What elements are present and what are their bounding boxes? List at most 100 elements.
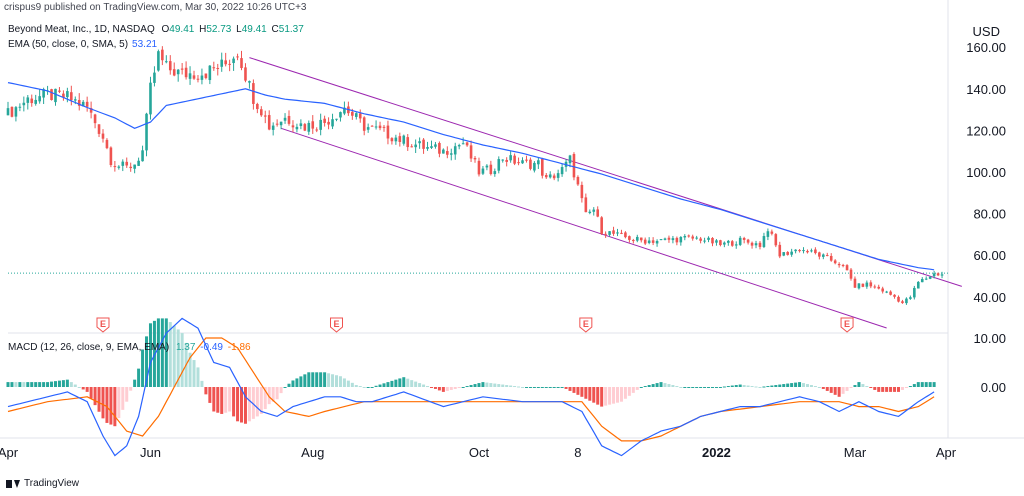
symbol-title: Beyond Meat, Inc., 1D, NASDAQ	[8, 24, 155, 35]
macd-histogram-bar	[73, 384, 77, 387]
macd-histogram-bar	[770, 385, 774, 387]
candle	[418, 141, 421, 144]
candle	[141, 150, 144, 162]
candle	[822, 254, 825, 257]
candle	[699, 238, 702, 241]
macd-histogram-bar	[232, 387, 236, 417]
candle	[137, 160, 140, 166]
time-tick-label: 2022	[702, 445, 731, 460]
macd-histogram	[6, 318, 936, 427]
candle	[936, 273, 940, 276]
candle	[362, 117, 366, 131]
candle	[259, 109, 263, 116]
candle	[38, 96, 41, 102]
candle	[679, 236, 683, 243]
macd-histogram-bar	[362, 387, 366, 388]
candle	[544, 175, 548, 178]
candle	[449, 153, 453, 155]
macd-histogram-bar	[50, 381, 54, 387]
candle	[533, 162, 536, 171]
candle	[703, 240, 706, 242]
candle	[616, 232, 619, 234]
macd-histogram-bar	[627, 387, 631, 396]
candle	[327, 121, 330, 125]
candle	[794, 249, 797, 252]
candle	[707, 237, 710, 240]
publisher-header: crispus9 published on TradingView.com, M…	[4, 2, 307, 13]
macd-histogram-bar	[885, 387, 889, 392]
price-tick-label: 160.00	[966, 40, 1006, 55]
candle	[26, 97, 30, 103]
candle	[54, 88, 57, 103]
candle	[188, 73, 192, 79]
candle	[473, 157, 477, 160]
candle	[168, 61, 172, 71]
candle	[101, 133, 105, 139]
price-tick-label: 100.00	[966, 165, 1006, 180]
macd-histogram-bar	[117, 387, 121, 419]
macd-histogram-bar	[224, 387, 228, 413]
macd-tick-label: 0.00	[981, 380, 1006, 395]
candle	[430, 146, 433, 148]
candle	[339, 112, 342, 118]
macd-histogram-bar	[774, 385, 778, 387]
candle	[93, 114, 97, 124]
time-tick-label: Aug	[301, 445, 324, 460]
candle	[335, 118, 338, 120]
macd-histogram-bar	[398, 378, 402, 387]
candle	[311, 121, 315, 129]
candle	[635, 236, 639, 241]
macd-histogram-bar	[813, 386, 817, 388]
macd-histogram-bar	[437, 387, 441, 391]
macd-histogram-bar	[315, 372, 319, 387]
macd-histogram-bar	[572, 387, 576, 393]
candle	[477, 160, 481, 175]
candle	[351, 111, 354, 116]
macd-histogram-bar	[849, 387, 853, 388]
candle	[200, 75, 204, 80]
macd-histogram-bar	[473, 384, 477, 387]
ohlc-high: 52.73	[206, 24, 232, 35]
tradingview-brand[interactable]: TradingView	[6, 478, 79, 489]
candle	[877, 286, 881, 289]
macd-histogram-bar	[517, 386, 521, 388]
candle	[485, 165, 489, 168]
candle	[746, 239, 750, 243]
candle	[861, 283, 865, 287]
candle	[248, 81, 251, 83]
candle	[244, 67, 247, 81]
channel-line-lower	[280, 127, 887, 329]
macd-legend: MACD (12, 26, close, 9, EMA, EMA) 1.37 -…	[8, 342, 253, 353]
macd-histogram-bar	[817, 387, 821, 388]
macd-histogram-bar	[588, 387, 592, 401]
macd-histogram-bar	[291, 380, 295, 387]
candle	[556, 173, 560, 178]
macd-histogram-bar	[604, 387, 608, 406]
macd-histogram-bar	[461, 387, 465, 388]
candle	[663, 238, 667, 240]
candle	[806, 250, 809, 253]
candle	[497, 159, 501, 171]
candle	[374, 126, 378, 128]
ohlc-low-label: L	[236, 24, 242, 35]
macd-histogram-bar	[829, 387, 833, 393]
macd-histogram-bar	[350, 382, 354, 387]
candle	[121, 161, 125, 166]
macd-histogram-bar	[30, 382, 34, 387]
candle	[422, 139, 425, 149]
macd-histogram-bar	[53, 381, 57, 387]
macd-histogram-bar	[311, 372, 315, 387]
candle	[172, 69, 176, 76]
candle	[236, 56, 239, 58]
candle	[837, 264, 841, 266]
macd-histogram-bar	[188, 352, 192, 387]
macd-histogram-bar	[912, 384, 916, 387]
macd-histogram-bar	[623, 387, 627, 399]
macd-histogram-bar	[331, 374, 335, 387]
candle	[592, 209, 596, 212]
macd-histogram-bar	[414, 381, 418, 387]
candle	[291, 125, 295, 128]
macd-histogram-bar	[521, 387, 525, 388]
candle	[541, 158, 544, 176]
